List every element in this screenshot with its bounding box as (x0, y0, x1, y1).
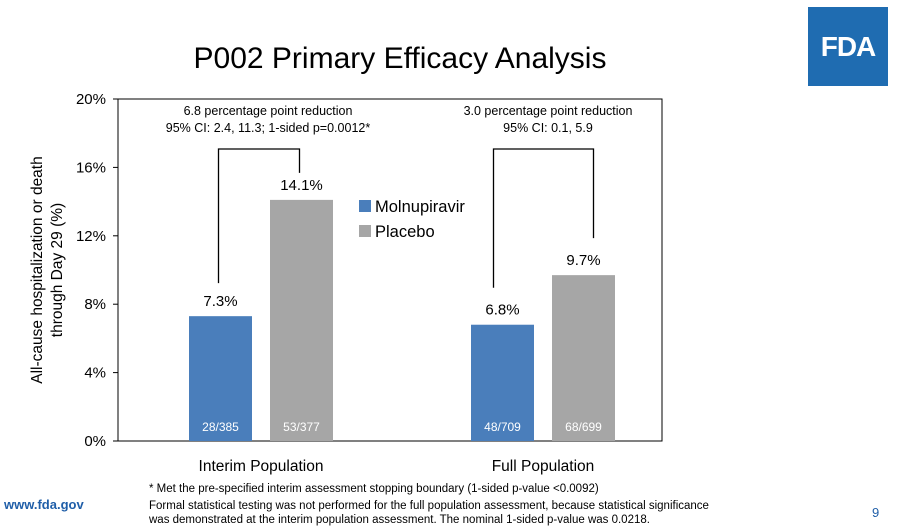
annotation-line: 95% CI: 0.1, 5.9 (503, 121, 593, 135)
y-axis-title-line1: All-cause hospitalization or death (29, 156, 46, 383)
brackets (217, 148, 595, 288)
bar-placebo-1 (270, 199, 333, 441)
annotation-line: 95% CI: 2.4, 11.3; 1-sided p=0.0012* (166, 121, 371, 135)
footnote-nominal-p: was demonstrated at the interim populati… (149, 514, 650, 526)
footnote-stopping-boundary: * Met the pre-specified interim assessme… (149, 483, 599, 495)
bars: 7.3% 28/385 14.1% 53/377 6.8% 48/709 9.7% 68/69… (189, 177, 615, 441)
legend: Molnupiravir Placebo (359, 198, 465, 241)
bar-molnupiravir-1 (189, 316, 252, 441)
y-axis-title-line2: through Day 29 (%) (49, 203, 66, 337)
y-axis-ticks: 0% 4% 8% 12% 16% 20% (76, 91, 118, 450)
bar-molnupiravir-2 (471, 324, 534, 441)
y-axis-title: All-cause hospitalization or death throug… (29, 156, 66, 383)
plot-border (117, 98, 663, 442)
bar-placebo-2 (552, 275, 615, 441)
y-tick-label: 20% (76, 91, 106, 108)
plot-frame (117, 98, 663, 442)
legend-swatch-placebo (359, 225, 371, 237)
x-category-label: Interim Population (199, 458, 324, 475)
bar-value-label: 9.7% (566, 252, 600, 269)
y-tick-label: 8% (84, 296, 106, 313)
bar-count-label: 53/377 (283, 420, 320, 434)
fda-url[interactable]: www.fda.gov (4, 497, 84, 512)
page-number: 9 (872, 505, 880, 520)
x-axis-labels: Interim Population Full Population (199, 458, 595, 475)
bar-value-label: 6.8% (485, 302, 519, 319)
bar-count-label: 28/385 (202, 420, 239, 434)
bar-value-label: 7.3% (203, 293, 237, 310)
legend-swatch-molnupiravir (359, 200, 371, 212)
legend-label-placebo: Placebo (375, 223, 435, 241)
bar-count-label: 68/699 (565, 420, 602, 434)
y-tick-label: 12% (76, 228, 106, 245)
bar-count-label: 48/709 (484, 420, 521, 434)
comparison-bracket (217, 148, 301, 284)
y-tick-label: 0% (84, 433, 106, 450)
x-category-label: Full Population (492, 458, 595, 475)
footnote-formal-testing: Formal statistical testing was not perfo… (149, 500, 709, 512)
annotations: 6.8 percentage point reduction 95% CI: 2.… (166, 104, 633, 135)
bar-value-label: 14.1% (280, 177, 323, 194)
y-tick-label: 16% (76, 159, 106, 176)
annotation-line: 6.8 percentage point reduction (184, 104, 353, 118)
comparison-bracket (492, 148, 595, 288)
slide-title: P002 Primary Efficacy Analysis (193, 42, 607, 75)
fda-logo: FDA (808, 7, 888, 86)
legend-label-molnupiravir: Molnupiravir (375, 198, 465, 216)
annotation-line: 3.0 percentage point reduction (464, 104, 633, 118)
y-tick-label: 4% (84, 365, 106, 382)
